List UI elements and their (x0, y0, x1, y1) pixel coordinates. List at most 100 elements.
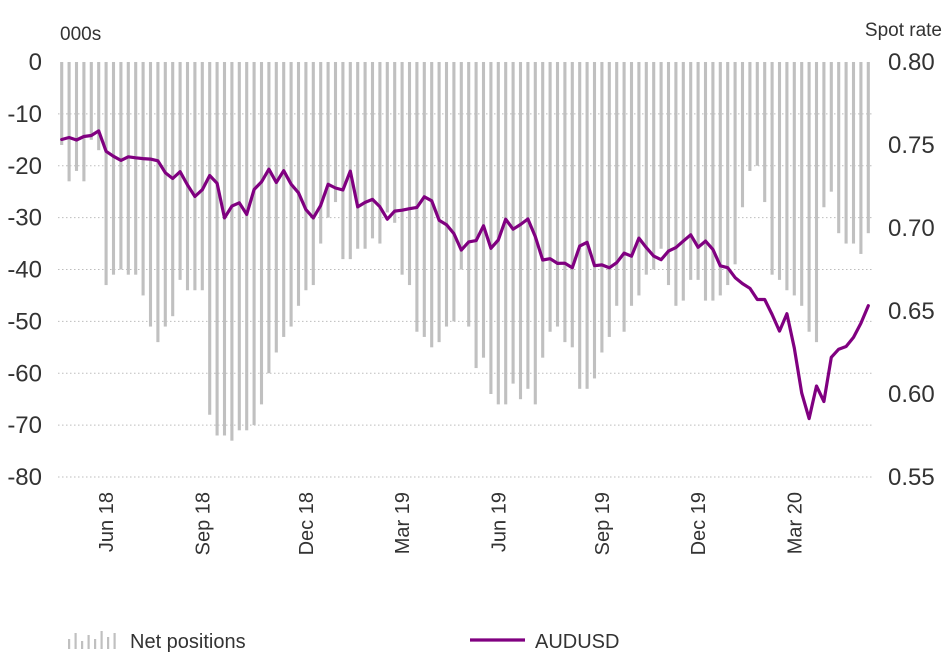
left-axis-ticks: 0 -10 -20 -30 -40 -50 -60 -70 -80 (7, 49, 42, 491)
net-positions-bar (267, 62, 271, 374)
left-axis-tick-label: -10 (7, 101, 42, 128)
left-axis-tick-label: -30 (7, 205, 42, 232)
x-axis-tick-label: Jun 19 (488, 492, 510, 552)
net-positions-bar (792, 62, 796, 296)
net-positions-bar (415, 62, 419, 332)
legend: Net positions AUDUSD (68, 631, 619, 653)
right-axis-unit: Spot rate (865, 20, 942, 41)
x-axis-tick-label: Sep 19 (592, 492, 614, 555)
net-positions-bar (185, 62, 190, 291)
net-positions-bar (333, 62, 338, 203)
bar-swatch-stroke (74, 633, 77, 649)
x-axis-tick-label: Sep 18 (192, 492, 214, 555)
audusd-line (60, 129, 870, 421)
bar-swatch-stroke (100, 631, 103, 649)
net-positions-bar (555, 62, 560, 327)
net-positions-bar (585, 62, 589, 389)
net-positions-bar (119, 62, 123, 270)
net-positions-bar (755, 62, 759, 166)
net-positions-bar (452, 62, 456, 322)
net-positions-bar (200, 62, 204, 291)
net-positions-bar (141, 62, 145, 296)
left-axis-tick-label: -70 (7, 412, 42, 439)
net-positions-bar (666, 62, 671, 286)
net-positions-bar (304, 62, 308, 291)
net-positions-bar (866, 62, 870, 234)
legend-label-audusd: AUDUSD (535, 631, 619, 653)
net-positions-bar (193, 62, 197, 291)
net-positions-bar (245, 62, 249, 431)
net-positions-bar (230, 62, 234, 441)
net-positions-bar (740, 62, 745, 208)
bar-swatch-icon (68, 631, 116, 649)
net-positions-bar (859, 62, 863, 254)
net-positions-bar (60, 62, 64, 145)
net-positions-bar (622, 62, 626, 332)
net-positions-bar (378, 62, 382, 244)
net-positions-bar (777, 62, 782, 280)
net-positions-bar (289, 62, 293, 327)
x-axis-ticks: Jun 18 Sep 18 Dec 18 Mar 19 Jun 19 Sep 19 Dec … (96, 492, 806, 555)
net-positions-bar (489, 62, 493, 394)
net-positions-bar (629, 62, 634, 306)
net-positions-bar (748, 62, 752, 171)
net-positions-bar (74, 62, 79, 171)
left-axis-tick-label: -40 (7, 257, 42, 284)
net-positions-bar (104, 62, 108, 286)
right-axis-tick-label: 0.70 (888, 215, 935, 242)
net-positions-bar (82, 62, 86, 182)
x-axis-tick-label: Jun 18 (96, 492, 118, 552)
net-positions-bar (711, 62, 715, 301)
net-positions-bar (726, 62, 730, 286)
net-positions-bar (518, 62, 523, 400)
right-axis-tick-label: 0.65 (888, 298, 935, 325)
x-axis-tick-label: Dec 19 (688, 492, 710, 555)
right-axis-tick-label: 0.75 (888, 132, 935, 159)
left-axis-tick-label: -50 (7, 308, 42, 335)
net-positions-bar (474, 62, 478, 369)
net-positions-bar (274, 62, 278, 353)
net-positions-bar (770, 62, 774, 275)
net-positions-bar (615, 62, 619, 306)
net-positions-bar (385, 62, 389, 213)
audusd-line-layer (60, 129, 870, 421)
bar-swatch-stroke (68, 639, 71, 649)
net-positions-bar (659, 62, 663, 249)
x-axis-tick-label: Mar 20 (784, 492, 806, 554)
net-positions-bar (718, 62, 722, 296)
net-positions-bar (237, 62, 241, 431)
net-positions-bar (222, 62, 227, 436)
net-positions-bar (437, 62, 441, 343)
net-positions-bar (319, 62, 323, 244)
net-positions-bar (134, 62, 138, 275)
net-positions-bar (296, 62, 301, 306)
x-axis-tick-label: Dec 18 (296, 492, 318, 555)
net-positions-bar (208, 62, 212, 415)
net-positions-bar (171, 62, 175, 317)
net-positions-bar (644, 62, 648, 275)
net-positions-bar (822, 62, 826, 208)
net-positions-bar (311, 62, 315, 286)
net-positions-bar (444, 62, 449, 327)
net-positions-bar (215, 62, 219, 436)
net-positions-bar (570, 62, 574, 348)
right-axis-tick-label: 0.60 (888, 381, 935, 408)
net-positions-bar (844, 62, 848, 244)
net-positions-bar (326, 62, 330, 218)
bar-swatch-stroke (107, 637, 110, 649)
net-positions-bar (259, 62, 264, 405)
left-axis-tick-label: 0 (29, 49, 42, 76)
bar-swatch-stroke (87, 635, 90, 649)
net-positions-bar (467, 62, 471, 327)
net-positions-bar (652, 62, 656, 270)
bar-swatch-stroke (94, 639, 97, 649)
right-axis-tick-label: 0.80 (888, 49, 935, 76)
net-positions-bar (637, 62, 641, 296)
net-positions-bar (348, 62, 352, 260)
net-positions-bar (111, 62, 116, 275)
net-positions-bar (526, 62, 530, 389)
net-positions-bar (548, 62, 552, 332)
net-positions-bar (363, 62, 367, 249)
net-positions-bar (393, 62, 397, 223)
